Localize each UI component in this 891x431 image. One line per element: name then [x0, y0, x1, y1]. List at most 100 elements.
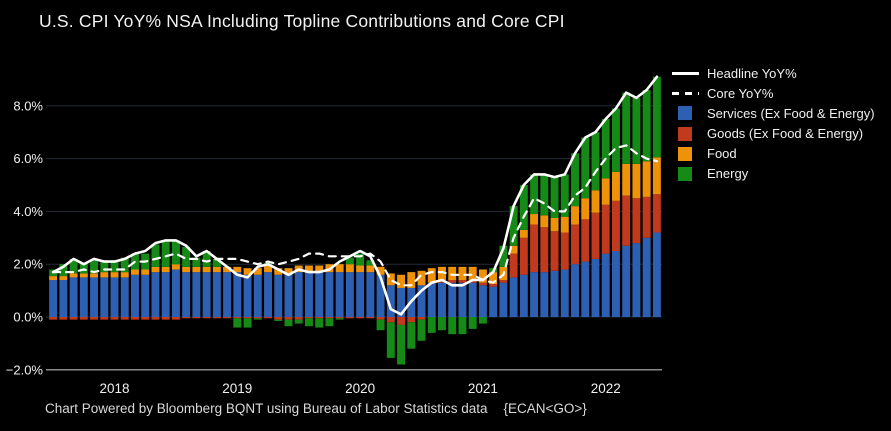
bar-segment-energy: [253, 318, 262, 320]
bar-segment-energy: [69, 258, 78, 274]
legend-item-headline: Headline YoY%: [672, 65, 875, 81]
bar-segment-services: [284, 274, 293, 317]
bar-segment-energy: [438, 317, 446, 331]
bar-segment-energy: [427, 317, 436, 333]
y-axis-tick-label: 8.0%: [13, 98, 43, 113]
bar-segment-goods: [243, 317, 252, 319]
x-axis-tick-label: 2020: [345, 381, 375, 396]
bar-segment-food: [284, 268, 293, 275]
legend-label-energy: Energy: [707, 166, 749, 182]
bar-segment-food: [407, 272, 416, 288]
bar-segment-energy: [182, 247, 191, 267]
bar-segment-goods: [171, 317, 180, 320]
bar-segment-goods: [212, 317, 221, 319]
bar-segment-goods: [499, 280, 508, 283]
bar-segment-energy: [478, 317, 487, 324]
footer: Chart Powered by Bloomberg BQNT using Bu…: [45, 401, 587, 416]
bar-segment-food: [438, 266, 446, 281]
bar-segment-goods: [601, 204, 610, 254]
bar-segment-services: [652, 232, 661, 317]
bar-segment-services: [304, 272, 313, 317]
bar-segment-food: [131, 269, 139, 275]
bar-segment-energy: [560, 174, 569, 217]
bar-segment-energy: [366, 260, 375, 266]
legend-label-headline: Headline YoY%: [707, 65, 797, 81]
bar-segment-goods: [233, 317, 242, 319]
legend-label-core: Core YoY%: [707, 85, 774, 101]
services-color-swatch: [678, 106, 692, 121]
bar-segment-goods: [376, 317, 385, 320]
bar-segment-goods: [264, 317, 272, 319]
bar-segment-energy: [212, 258, 221, 267]
bar-segment-goods: [131, 317, 139, 320]
bar-segment-energy: [59, 264, 68, 277]
bar-segment-energy: [540, 174, 549, 216]
bar-segment-energy: [335, 318, 344, 320]
x-axis-tick-label: 2022: [591, 381, 621, 396]
bar-segment-energy: [274, 319, 283, 321]
bar-segment-services: [233, 272, 242, 317]
bar-segment-services: [499, 282, 508, 317]
bar-segment-services: [601, 253, 610, 317]
bar-segment-services: [274, 274, 283, 317]
bar-segment-goods: [366, 317, 375, 319]
bar-segment-goods: [591, 212, 600, 259]
bar-segment-food: [427, 268, 436, 283]
footer-terminal-code: {ECAN<GO>}: [503, 401, 587, 416]
bar-segment-services: [642, 237, 651, 317]
bar-segment-energy: [571, 153, 579, 207]
bar-segment-food: [79, 273, 88, 278]
bar-segment-energy: [458, 317, 467, 335]
bar-segment-food: [560, 216, 569, 233]
bar-segment-goods: [622, 195, 631, 246]
chart-title: U.S. CPI YoY% NSA Including Topline Cont…: [39, 11, 565, 31]
bar-segment-energy: [79, 262, 88, 274]
bar-segment-goods: [100, 317, 109, 320]
bar-segment-goods: [294, 317, 303, 320]
bar-segment-services: [376, 274, 385, 317]
bar-segment-goods: [448, 280, 457, 283]
bar-segment-food: [304, 265, 313, 273]
bar-segment-goods: [110, 317, 119, 320]
bar-segment-services: [141, 274, 150, 317]
bar-segment-services: [110, 277, 119, 317]
bar-segment-energy: [243, 318, 252, 328]
bar-segment-goods: [540, 227, 549, 273]
bar-segment-energy: [345, 257, 354, 265]
y-axis-tick-label: 4.0%: [13, 204, 43, 219]
goods-color-swatch: [678, 126, 692, 141]
bar-segment-energy: [90, 260, 99, 274]
bar-segment-energy: [468, 317, 477, 329]
bar-segment-energy: [519, 185, 528, 230]
x-axis-labels: 2018 2019 2020 2021 2022: [99, 381, 620, 396]
bar-segment-energy: [192, 257, 201, 267]
bar-segment-services: [489, 286, 498, 317]
bar-segment-food: [458, 266, 467, 281]
bar-segment-food: [478, 269, 487, 283]
bar-segment-goods: [530, 224, 539, 273]
bar-segment-food: [253, 268, 262, 275]
legend-item-services: Services (Ex Food & Energy): [672, 106, 875, 121]
bar-segment-goods: [519, 237, 528, 275]
legend-item-energy: Energy: [672, 166, 875, 182]
bar-segment-energy: [386, 322, 395, 358]
bar-segment-food: [642, 161, 651, 197]
bar-segment-services: [100, 277, 109, 317]
bar-segment-energy: [397, 324, 406, 365]
bar-segment-energy: [448, 317, 457, 335]
bar-segment-goods: [550, 231, 559, 271]
stacked-bars: [49, 76, 661, 365]
bar-segment-services: [345, 272, 354, 317]
bar-segment-goods: [417, 317, 426, 320]
bar-segment-services: [161, 272, 170, 317]
bar-segment-food: [611, 171, 620, 201]
legend-item-food: Food: [672, 146, 875, 161]
bar-segment-services: [223, 272, 232, 317]
bar-segment-food: [489, 272, 498, 284]
bar-segment-goods: [315, 317, 324, 319]
bar-segment-food: [315, 265, 324, 273]
bar-segment-services: [315, 272, 324, 317]
bar-segment-goods: [161, 317, 170, 320]
